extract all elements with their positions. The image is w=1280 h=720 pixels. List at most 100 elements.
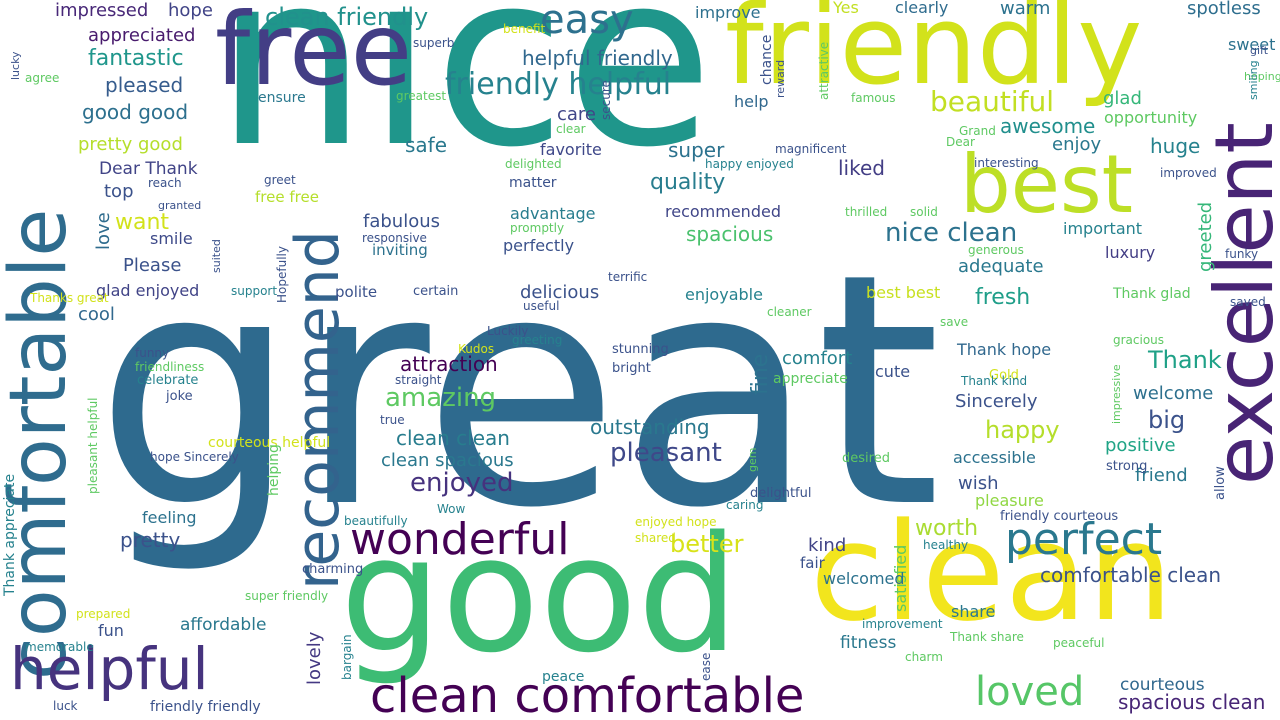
cloud-word: inviting — [372, 241, 428, 259]
cloud-word: clear — [556, 122, 586, 136]
cloud-word: promptly — [510, 221, 565, 235]
cloud-word: thrilled — [845, 205, 888, 219]
cloud-word: useful — [523, 299, 560, 313]
cloud-word: pleased — [105, 73, 184, 97]
cloud-word: Dear Thank — [99, 159, 198, 179]
cloud-word: nice — [215, 0, 714, 200]
cloud-word: accessible — [953, 448, 1036, 467]
cloud-word: enjoyed hope — [635, 515, 717, 529]
cloud-word: desired — [842, 451, 890, 466]
cloud-word: shared — [635, 531, 676, 545]
cloud-word: funny — [135, 346, 170, 360]
cloud-word: Yes — [833, 0, 859, 17]
cloud-word: positive — [1105, 435, 1176, 456]
cloud-word: ease — [699, 652, 713, 681]
cloud-word: nice clean — [885, 218, 1018, 248]
cloud-word: responsive — [362, 231, 427, 245]
cloud-word: funky — [1225, 247, 1259, 261]
cloud-word: advantage — [510, 204, 596, 223]
cloud-word: enjoyed — [410, 468, 514, 498]
cloud-word: welcome — [1133, 383, 1214, 404]
cloud-word: affordable — [180, 615, 267, 635]
cloud-word: impressed — [55, 0, 149, 21]
cloud-word: worth — [915, 516, 979, 541]
cloud-word: perfect — [1005, 514, 1163, 565]
cloud-word: bargain — [340, 634, 354, 680]
cloud-word: spacious — [686, 222, 774, 246]
cloud-word: improved — [1160, 166, 1217, 180]
cloud-word: gracious — [1113, 333, 1165, 347]
cloud-word: charm — [905, 650, 943, 664]
cloud-word: clean — [810, 494, 1174, 651]
cloud-word: important — [1063, 219, 1143, 238]
cloud-word: Grand — [959, 124, 996, 138]
cloud-word: Thank appreciate — [2, 473, 18, 596]
cloud-word: enjoyable — [685, 285, 763, 304]
cloud-word: top — [104, 181, 134, 202]
cloud-word: cute — [875, 362, 911, 381]
cloud-word: helpful — [10, 635, 209, 703]
cloud-word: kind — [808, 535, 847, 556]
cloud-word: appreciate — [773, 371, 848, 387]
cloud-word: gift — [1250, 44, 1269, 57]
cloud-word: best — [960, 138, 1134, 231]
cloud-word: greet — [264, 173, 296, 187]
cloud-word: attractive — [817, 41, 831, 100]
cloud-word: peaceful — [1053, 636, 1105, 650]
cloud-word: happy — [985, 416, 1060, 444]
cloud-word: lovely — [304, 631, 325, 685]
cloud-word: greatest — [396, 89, 447, 103]
cloud-word: super friendly — [245, 589, 329, 603]
cloud-word: greeting — [512, 333, 563, 347]
cloud-word: caring — [726, 498, 764, 512]
cloud-word: joke — [166, 389, 193, 404]
cloud-word: cleaner — [767, 305, 812, 319]
cloud-word: Sincerely — [955, 391, 1038, 412]
cloud-word: hope Sincerely — [150, 450, 239, 464]
cloud-word: wish — [958, 473, 999, 494]
cloud-word: superb — [413, 36, 455, 50]
cloud-word: clean friendly — [265, 3, 429, 31]
cloud-word: great — [95, 206, 942, 578]
cloud-word: recommended — [665, 202, 781, 221]
cloud-word: delighted — [505, 157, 562, 171]
cloud-word: sweet — [1228, 35, 1276, 54]
cloud-word: Kudos — [458, 342, 495, 356]
cloud-word: super — [668, 138, 725, 162]
cloud-word: celebrate — [137, 373, 199, 388]
cloud-word: pleasant — [610, 438, 722, 468]
cloud-word: friendliness — [135, 360, 205, 374]
cloud-word: delicious — [520, 282, 600, 303]
cloud-word: care — [557, 104, 597, 125]
cloud-word: pleasure — [975, 491, 1044, 510]
cloud-word: magnificent — [775, 142, 847, 156]
cloud-word: feeling — [142, 508, 197, 527]
cloud-word: quality — [650, 170, 726, 195]
cloud-word: Luckily — [487, 324, 529, 338]
cloud-word: comfortable — [0, 208, 84, 680]
cloud-word: suited — [210, 239, 223, 273]
cloud-word: favorite — [540, 140, 602, 159]
cloud-word: Wow — [437, 502, 466, 516]
cloud-word: luck — [53, 699, 78, 713]
cloud-word: better — [670, 530, 744, 558]
cloud-word: stunning — [612, 342, 669, 357]
cloud-word: glad enjoyed — [96, 281, 200, 300]
cloud-word: glad — [1103, 88, 1142, 109]
cloud-word: improve — [695, 3, 761, 22]
cloud-word: big — [1148, 406, 1186, 434]
cloud-word: true — [380, 413, 405, 427]
cloud-word: outstanding — [590, 415, 710, 439]
cloud-word: friendly helpful — [445, 67, 672, 102]
cloud-word: fantastic — [88, 46, 184, 71]
cloud-word: share — [951, 602, 996, 621]
cloud-word: clean clean — [396, 426, 510, 450]
cloud-word: Dear — [946, 135, 975, 149]
cloud-word: warm — [1000, 0, 1051, 19]
cloud-word: welcomed — [823, 569, 905, 588]
cloud-word: friendly friendly — [150, 699, 261, 715]
cloud-word: impressive — [1110, 364, 1123, 424]
cloud-word: fun — [98, 621, 124, 640]
cloud-word: Hopefully — [275, 246, 289, 303]
cloud-word: luxury — [1105, 243, 1156, 262]
